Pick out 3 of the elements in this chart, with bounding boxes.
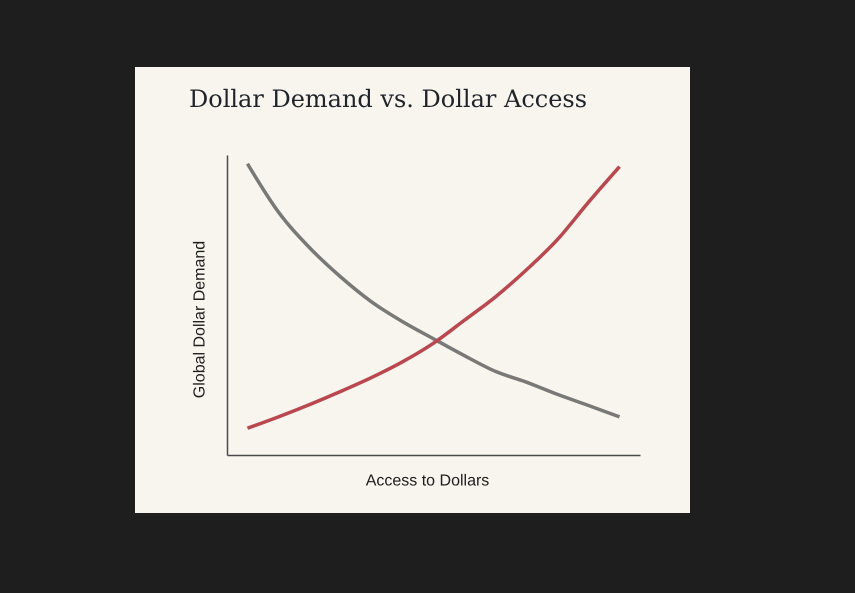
x-axis-title: Access to Dollars xyxy=(366,472,490,490)
y-axis-title: Global Dollar Demand xyxy=(192,240,208,398)
chart-title: Dollar Demand vs. Dollar Access xyxy=(189,85,588,113)
